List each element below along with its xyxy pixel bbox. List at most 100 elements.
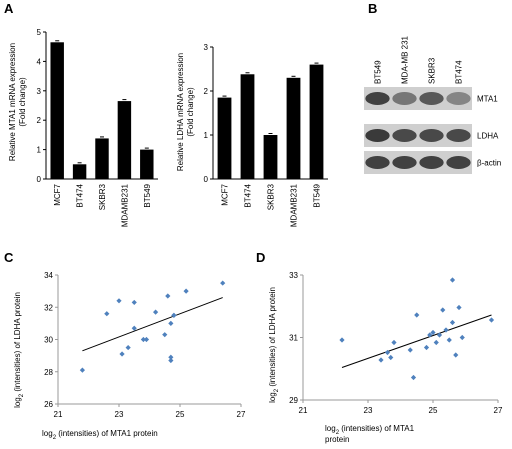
chart-c-ytick-label: 34 <box>44 271 53 280</box>
chart-d-point <box>378 357 384 363</box>
chart-a1-xtick-label: MCF7 <box>53 183 62 205</box>
chart-d-point <box>339 337 345 343</box>
chart-a2-bar <box>240 74 255 179</box>
chart-a1-bar <box>117 101 132 179</box>
blot-band <box>446 156 471 169</box>
chart-c-point <box>104 311 110 317</box>
chart-a2-ytick-label: 1 <box>204 131 209 140</box>
chart-a1-bar <box>95 138 109 179</box>
chart-a1-xtick-label: SKBR3 <box>98 183 107 210</box>
chart-c-point <box>143 336 150 343</box>
panel-letter-d: D <box>256 250 265 265</box>
chart-c-xtick-label: 21 <box>54 410 63 419</box>
chart-c-ytick-label: 28 <box>44 368 53 377</box>
chart-d-point <box>388 354 394 361</box>
chart-c-point <box>165 293 171 299</box>
chart-d-point <box>427 332 433 338</box>
chart-a1-ytick-label: 0 <box>37 175 42 184</box>
blot-band <box>446 129 471 142</box>
chart-c-point <box>131 299 137 306</box>
blot-protein-label: β-actin <box>477 159 501 168</box>
chart-a1-ytick-label: 4 <box>37 57 42 66</box>
chart-c-point <box>125 344 131 351</box>
chart-a2-xtick-label: MCF7 <box>221 183 230 205</box>
chart-a1-ytick-label: 2 <box>37 116 42 125</box>
chart-d-xtick-label: 27 <box>494 406 503 415</box>
blot-lane-label: MDA-MB 231 <box>401 35 410 84</box>
blot-band <box>365 156 390 169</box>
chart-c-ylabel: log2 (intensities) of LDHA protein <box>13 292 25 408</box>
chart-d-xtick-label: 23 <box>364 406 373 415</box>
chart-a1-bar <box>50 42 64 179</box>
chart-c-point <box>162 332 168 338</box>
chart-c-xlabel: log2 (intensities) of MTA1 protein <box>42 429 158 441</box>
blot-band <box>446 92 471 105</box>
scatter-chart-d: 29 31 33 21 23 25 27 log2 (intensities) of LDH… <box>268 271 503 444</box>
chart-d-point <box>456 304 462 311</box>
chart-c-point <box>168 357 174 364</box>
chart-d-point <box>459 334 465 341</box>
chart-a1-xtick-label: BT549 <box>143 183 152 207</box>
chart-d-point <box>384 349 391 356</box>
chart-d-point <box>391 339 397 346</box>
scatter-chart-c: 26 28 30 32 34 21 23 25 27 log2 (intensities) of… <box>13 271 246 441</box>
chart-d-ytick-label: 29 <box>289 396 298 405</box>
blot-strip <box>364 124 472 147</box>
chart-d-point <box>440 307 446 313</box>
bar-chart-ldha-mrna: Relative LDHA mRNA expression (Fold chan… <box>176 43 328 227</box>
chart-c-point <box>140 336 146 343</box>
chart-a1-xtick-label: MDAMB231 <box>120 183 129 227</box>
chart-a1-bar <box>140 149 154 179</box>
chart-d-point <box>449 319 456 326</box>
chart-a1-ytick-label: 3 <box>37 87 42 96</box>
chart-d-xlabel-line1: log2 (intensities) of MTA1 <box>325 424 415 436</box>
blot-band <box>419 156 444 169</box>
chart-d-ytick-label: 31 <box>289 334 298 343</box>
chart-d-point <box>410 374 417 381</box>
blot-strip <box>364 151 472 174</box>
chart-a2-ytick-label: 3 <box>204 43 209 52</box>
panel-letter-a: A <box>4 1 14 16</box>
chart-c-ytick-label: 32 <box>44 303 53 312</box>
chart-c-xtick-label: 23 <box>115 410 124 419</box>
chart-d-point <box>453 352 459 358</box>
blot-protein-label: MTA1 <box>477 95 498 104</box>
chart-d-point <box>446 337 452 343</box>
chart-c-point <box>183 288 189 294</box>
chart-a2-xtick-label: BT474 <box>244 183 253 207</box>
chart-c-point <box>79 367 85 373</box>
chart-a2-ylabel-line2: (Fold change) <box>186 87 195 137</box>
chart-c-point <box>153 309 159 315</box>
panel-letter-c: C <box>4 250 14 265</box>
blot-protein-label: LDHA <box>477 132 499 141</box>
chart-a2-xtick-label: BT549 <box>313 183 322 207</box>
western-blot: BT549 MDA-MB 231 SKBR3 BT474 MTA1 LDHA β-actin <box>364 35 501 174</box>
chart-a1-ylabel-line1: Relative MTA1 mRNA expression <box>8 43 17 161</box>
chart-a2-ylabel-line1: Relative LDHA mRNA expression <box>176 53 185 171</box>
chart-a1-ytick-label: 5 <box>37 28 42 37</box>
chart-d-point <box>407 347 413 353</box>
chart-a2-xtick-label: SKBR3 <box>267 183 276 210</box>
blot-band <box>365 129 390 142</box>
chart-d-point <box>449 277 456 283</box>
chart-d-point <box>436 332 443 338</box>
chart-a1-ytick-label: 1 <box>37 146 42 155</box>
blot-lane-label: SKBR3 <box>428 57 437 84</box>
blot-lane-label: BT549 <box>374 60 383 84</box>
chart-c-point <box>119 351 125 357</box>
chart-d-trendline <box>341 314 492 368</box>
chart-a1-xtick-label: BT474 <box>76 183 85 207</box>
blot-band <box>392 92 417 105</box>
blot-band <box>419 129 444 142</box>
chart-c-ytick-label: 30 <box>44 336 53 345</box>
chart-c-point <box>116 298 122 304</box>
blot-band <box>392 156 417 169</box>
chart-d-point <box>488 317 495 323</box>
chart-a2-ytick-label: 0 <box>204 175 209 184</box>
chart-c-trendline <box>82 297 223 352</box>
chart-c-point <box>168 320 174 326</box>
chart-a2-bar <box>286 77 301 179</box>
chart-d-point <box>430 329 436 336</box>
chart-d-ylabel: log2 (intensities) of LDHA protein <box>268 287 280 403</box>
